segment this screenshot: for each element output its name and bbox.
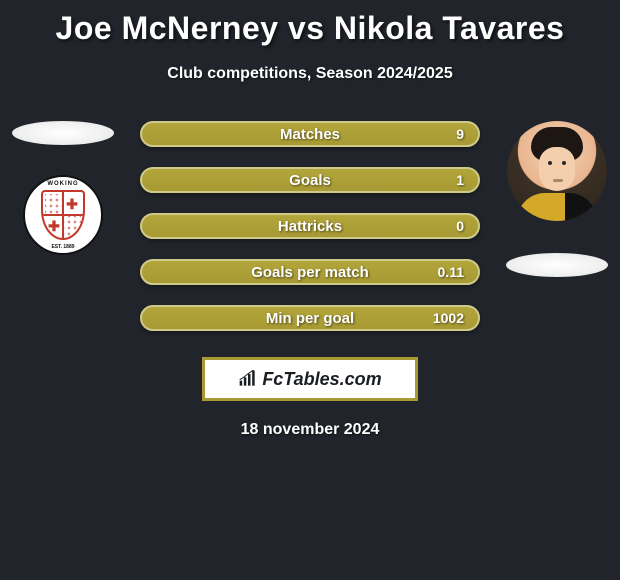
page-title: Joe McNerney vs Nikola Tavares: [0, 0, 620, 47]
brand-badge: FcTables.com: [202, 357, 418, 401]
stat-label: Goals: [142, 172, 478, 189]
stat-label: Hattricks: [142, 218, 478, 235]
stat-label: Min per goal: [142, 310, 478, 327]
stat-row-matches: Matches 9: [140, 121, 480, 147]
right-player-avatar: [507, 121, 607, 221]
stat-row-min-per-goal: Min per goal 1002: [140, 305, 480, 331]
stat-value: 9: [456, 126, 464, 142]
crest-bottom-text: EST. 1889: [25, 244, 101, 250]
comparison-content: WOKING EST. 1889: [0, 121, 620, 439]
date-text: 18 november 2024: [0, 421, 620, 439]
right-player-oval-badge: [506, 253, 608, 277]
left-player-oval-badge: [12, 121, 114, 145]
subtitle: Club competitions, Season 2024/2025: [0, 65, 620, 83]
stat-row-hattricks: Hattricks 0: [140, 213, 480, 239]
left-player-column: WOKING EST. 1889: [8, 121, 118, 265]
stat-row-goals: Goals 1: [140, 167, 480, 193]
crest-top-text: WOKING: [25, 181, 101, 187]
stat-row-goals-per-match: Goals per match 0.11: [140, 259, 480, 285]
stat-value: 1002: [433, 310, 464, 326]
stat-value: 1: [456, 172, 464, 188]
stat-label: Goals per match: [142, 264, 478, 281]
stat-label: Matches: [142, 126, 478, 143]
right-player-column: [502, 121, 612, 277]
stats-list: Matches 9 Goals 1 Hattricks 0 Goals per …: [140, 121, 480, 331]
brand-text: FcTables.com: [262, 369, 381, 390]
left-club-crest: WOKING EST. 1889: [23, 175, 103, 265]
barchart-icon: [238, 370, 258, 388]
stat-value: 0: [456, 218, 464, 234]
stat-value: 0.11: [438, 264, 464, 280]
